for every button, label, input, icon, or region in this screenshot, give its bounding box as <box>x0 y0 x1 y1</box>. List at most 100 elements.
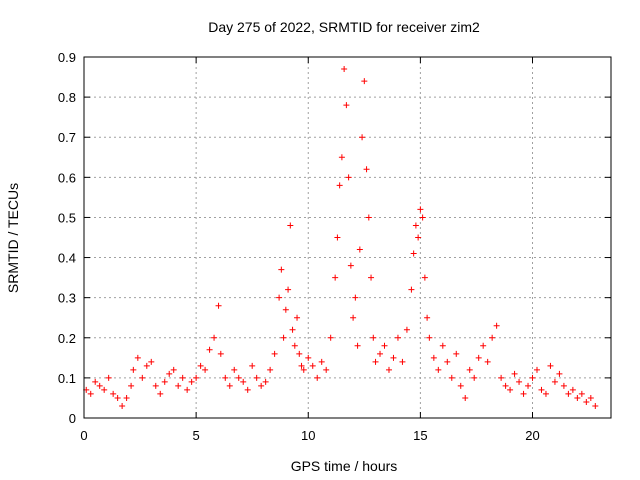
data-point <box>336 182 343 189</box>
y-tick-label: 0.9 <box>58 50 76 65</box>
data-point <box>289 326 296 333</box>
data-point <box>184 386 191 393</box>
data-point <box>211 334 218 341</box>
data-point <box>399 358 406 365</box>
grid <box>84 57 611 418</box>
data-point <box>332 274 339 281</box>
data-point <box>314 374 321 381</box>
data-point <box>370 334 377 341</box>
data-point <box>493 322 500 329</box>
y-tick-label: 0.7 <box>58 130 76 145</box>
data-point <box>565 390 572 397</box>
data-point <box>394 334 401 341</box>
data-point <box>294 314 301 321</box>
data-point <box>152 382 159 389</box>
data-point <box>139 374 146 381</box>
data-point <box>415 234 422 241</box>
data-point <box>525 382 532 389</box>
data-point <box>318 358 325 365</box>
data-point <box>507 386 514 393</box>
data-point <box>96 382 103 389</box>
data-point <box>285 286 292 293</box>
data-point <box>359 134 366 141</box>
data-point <box>157 390 164 397</box>
data-point <box>244 386 251 393</box>
data-point <box>556 370 563 377</box>
data-point <box>372 358 379 365</box>
data-point <box>235 374 242 381</box>
y-tick-label: 0.3 <box>58 291 76 306</box>
data-point <box>385 366 392 373</box>
data-point <box>430 354 437 361</box>
data-point <box>365 214 372 221</box>
data-point <box>123 394 130 401</box>
data-point <box>457 382 464 389</box>
scatter-points <box>83 66 599 409</box>
data-point <box>410 250 417 257</box>
data-point <box>202 366 209 373</box>
data-point <box>560 382 567 389</box>
data-point <box>345 174 352 181</box>
data-point <box>287 222 294 229</box>
plot-frame <box>83 56 612 419</box>
data-point <box>258 382 265 389</box>
data-point <box>217 350 224 357</box>
data-point <box>352 294 359 301</box>
data-point <box>130 366 137 373</box>
data-point <box>240 378 247 385</box>
data-point <box>166 370 173 377</box>
data-point <box>278 266 285 273</box>
data-point <box>101 386 108 393</box>
data-point <box>161 378 168 385</box>
data-point <box>533 366 540 373</box>
data-point <box>516 378 523 385</box>
data-point <box>489 334 496 341</box>
data-point <box>282 306 289 313</box>
data-point <box>502 382 509 389</box>
tick-labels: 0 0.1 0.2 0.3 0.4 0.5 0.6 0.7 0.8 0.9 0 5 10 15 20 <box>58 50 540 443</box>
data-point <box>253 374 260 381</box>
data-point <box>529 374 536 381</box>
data-point <box>347 262 354 269</box>
data-point <box>424 314 431 321</box>
data-point <box>592 402 599 409</box>
data-point <box>421 274 428 281</box>
data-point <box>271 350 278 357</box>
data-point <box>179 374 186 381</box>
data-point <box>462 394 469 401</box>
data-point <box>574 394 581 401</box>
data-point <box>222 374 229 381</box>
y-tick-label: 0.4 <box>58 251 76 266</box>
y-tick-label: 0.5 <box>58 210 76 225</box>
x-tick-label: 20 <box>525 428 539 443</box>
data-point <box>547 362 554 369</box>
data-point <box>587 394 594 401</box>
data-point <box>578 390 585 397</box>
data-point <box>361 78 368 85</box>
data-point <box>206 346 213 353</box>
data-point <box>305 354 312 361</box>
data-point <box>354 342 361 349</box>
data-point <box>356 246 363 253</box>
data-point <box>262 378 269 385</box>
data-point <box>341 66 348 73</box>
axis-ticks <box>83 56 611 419</box>
data-point <box>448 374 455 381</box>
data-point <box>110 390 117 397</box>
y-tick-label: 0.6 <box>58 170 76 185</box>
data-point <box>520 390 527 397</box>
y-tick-label: 0.8 <box>58 90 76 105</box>
data-point <box>143 362 150 369</box>
data-point <box>498 374 505 381</box>
data-point <box>193 374 200 381</box>
data-point <box>453 350 460 357</box>
data-point <box>128 382 135 389</box>
data-point <box>338 154 345 161</box>
data-point <box>327 334 334 341</box>
data-point <box>377 350 384 357</box>
data-point <box>249 362 256 369</box>
data-point <box>334 234 341 241</box>
data-point <box>408 286 415 293</box>
y-tick-label: 0.2 <box>58 331 76 346</box>
